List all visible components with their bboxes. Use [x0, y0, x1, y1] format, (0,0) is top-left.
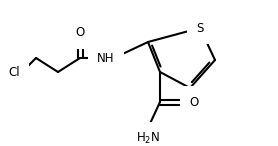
Text: S: S	[196, 21, 204, 34]
Text: O: O	[75, 27, 85, 40]
Text: O: O	[189, 95, 198, 108]
Text: NH: NH	[97, 52, 115, 65]
Text: Cl: Cl	[8, 66, 20, 79]
Text: H$_2$N: H$_2$N	[136, 131, 160, 146]
